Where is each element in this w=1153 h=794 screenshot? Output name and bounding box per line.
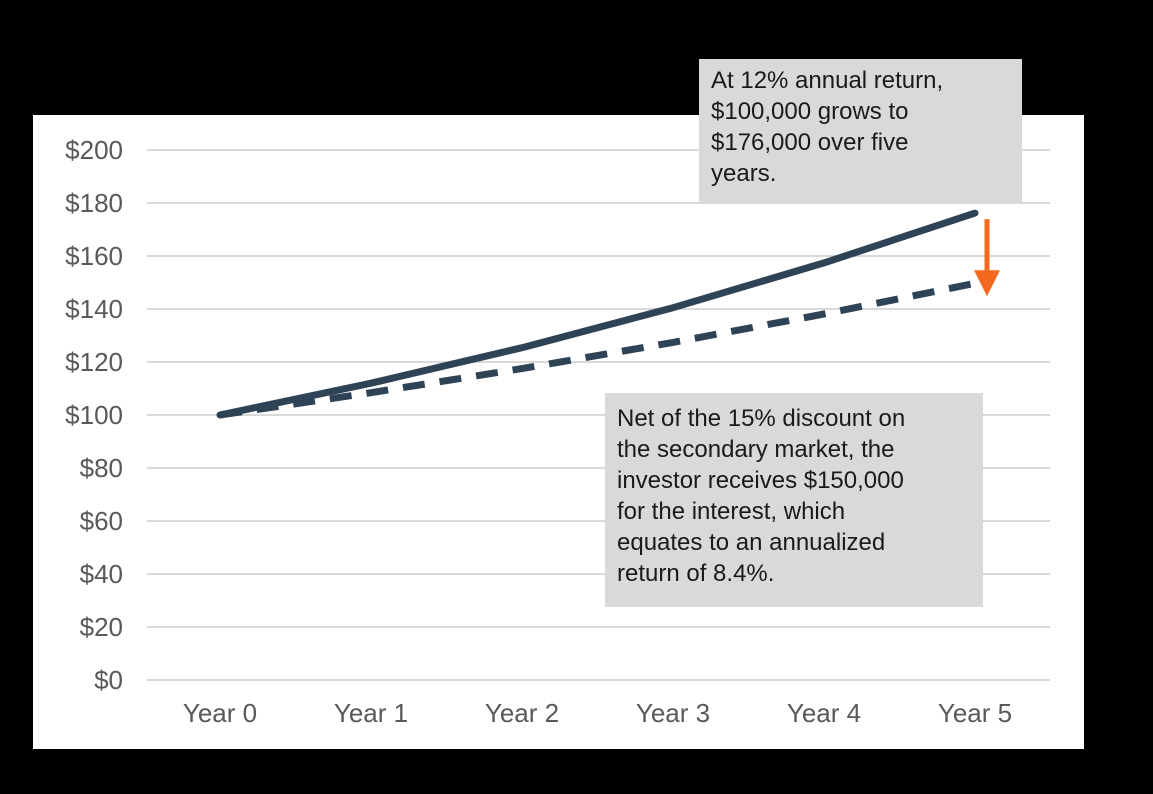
- x-tick-label: Year 5: [938, 698, 1012, 728]
- y-tick-label: $0: [94, 665, 123, 695]
- net-value-line: [219, 279, 976, 419]
- y-tick-label: $20: [80, 612, 123, 642]
- x-tick-label: Year 0: [183, 698, 257, 728]
- discount-arrow-icon: [974, 219, 1000, 297]
- x-tick-label: Year 4: [787, 698, 861, 728]
- y-tick-label: $60: [80, 506, 123, 536]
- y-tick-label: $200: [65, 135, 123, 165]
- x-tick-label: Year 2: [485, 698, 559, 728]
- gross-value-line: [216, 209, 979, 419]
- y-tick-label: $120: [65, 347, 123, 377]
- annotation-net-return: Net of the 15% discount on the secondary…: [605, 393, 983, 607]
- x-axis-labels: Year 0 Year 1 Year 2 Year 3 Year 4 Year 5: [183, 698, 1012, 728]
- x-tick-label: Year 1: [334, 698, 408, 728]
- y-tick-label: $80: [80, 453, 123, 483]
- y-tick-label: $140: [65, 294, 123, 324]
- arrow-head: [974, 270, 1000, 297]
- y-axis-labels: $0 $20 $40 $60 $80 $100 $120 $140 $160 $180 $200: [65, 135, 123, 695]
- y-tick-label: $100: [65, 400, 123, 430]
- annotation-gross-return: At 12% annual return, $100,000 grows to …: [699, 59, 1022, 202]
- y-tick-label: $180: [65, 188, 123, 218]
- y-tick-label: $40: [80, 559, 123, 589]
- x-tick-label: Year 3: [636, 698, 710, 728]
- y-tick-label: $160: [65, 241, 123, 271]
